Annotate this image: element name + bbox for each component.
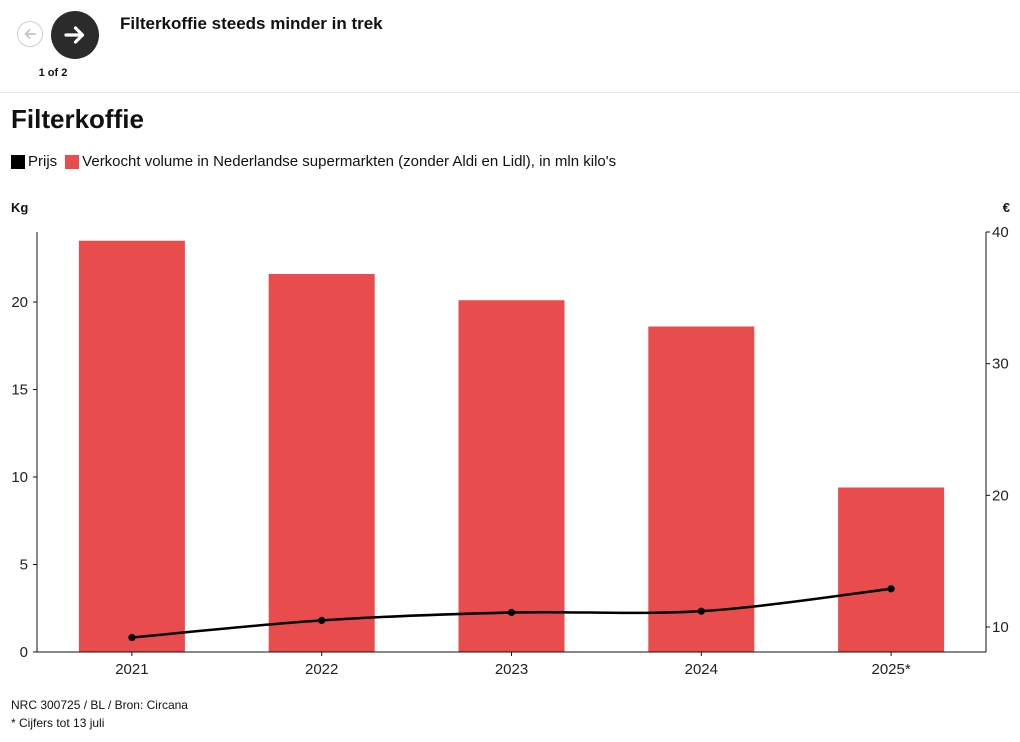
chart-title: Filterkoffie [11,104,144,134]
story-title: Filterkoffie steeds minder in trek [120,14,383,33]
price-point-2021 [128,633,136,642]
next-button[interactable] [51,11,99,59]
y-tick-label-left: 15 [11,382,28,399]
legend-item-volume: Verkocht volume in Nederlandse supermark… [65,153,616,170]
x-tick-label: 2022 [305,661,338,678]
bar-2021 [78,240,185,652]
y-tick-label-right: 30 [992,356,1009,373]
bar-2023 [458,300,565,652]
y-tick-label-left: 5 [20,557,28,574]
legend: Prijs Verkocht volume in Nederlandse sup… [11,153,624,170]
bar-2022 [268,274,375,652]
y-tick-label-right: 10 [992,619,1009,636]
x-tick-label: 2025* [871,661,910,678]
price-point-2025 [887,585,895,593]
bar-2025 [838,487,945,652]
y-axis-label-left: Kg [11,200,28,215]
y-tick-label-right: 40 [992,224,1009,241]
combo-chart: Kg €0 5 10 15 20 10 20 30 40 2021 2022 2023 2024 2025* [11,200,1010,678]
y-tick-label-left: 20 [11,294,28,311]
y-axis-label-right: € [1003,200,1010,215]
x-tick-label: 2023 [495,661,528,678]
source-note: NRC 300725 / BL / Bron: Circana [11,698,188,712]
x-tick-label: 2024 [685,661,718,678]
bar-2024 [648,326,755,652]
footnote: * Cijfers tot 13 juli [11,716,105,730]
story-header: 1 of 2 Filterkoffie steeds minder in tre… [0,0,1020,93]
y-tick-label-left: 10 [11,469,28,486]
arrow-left-icon [24,29,36,39]
legend-swatch-volume [65,154,80,169]
footer: NRC 300725 / BL / Bron: Circana * Cijfer… [11,696,188,732]
legend-label-price: Prijs [28,153,58,170]
legend-item-price: Prijs [11,153,57,170]
price-point-2024 [697,607,705,615]
y-tick-label-right: 20 [992,487,1009,504]
legend-label-volume: Verkocht volume in Nederlandse supermark… [82,153,617,170]
slide-counter: 1 of 2 [38,67,68,79]
legend-swatch-price [11,154,25,169]
price-point-2022 [318,616,326,625]
price-point-2023 [507,608,516,617]
previous-button[interactable] [17,21,43,47]
y-tick-label-left: 0 [20,644,28,661]
arrow-right-icon [64,26,85,44]
x-tick-label: 2021 [115,661,148,678]
